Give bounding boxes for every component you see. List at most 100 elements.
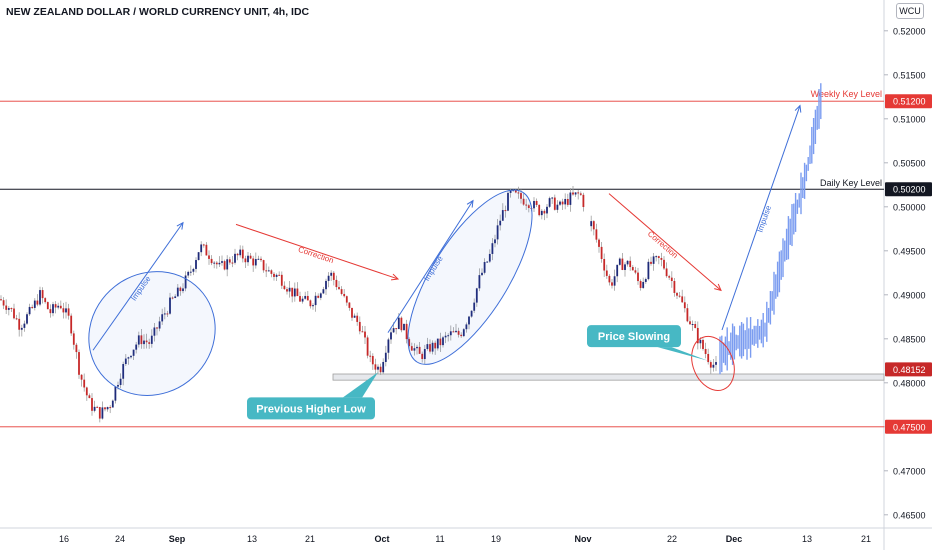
scale-badge[interactable]: WCU <box>896 3 924 19</box>
candle-down <box>291 287 294 297</box>
candle-up <box>403 323 405 331</box>
candle-down <box>78 352 80 375</box>
candle-down <box>72 333 75 345</box>
candle-up <box>377 366 379 370</box>
candle-down <box>205 244 208 256</box>
candle-down <box>244 258 247 263</box>
candle-down <box>676 292 678 296</box>
candle-up <box>150 335 153 344</box>
candle-down <box>595 229 598 240</box>
candle-down <box>286 289 288 292</box>
candle-up <box>712 364 715 368</box>
price-tick-label: 0.48000 <box>893 378 926 388</box>
candle-up <box>325 280 327 290</box>
candle-up <box>182 288 184 292</box>
candle-down <box>418 346 421 354</box>
candle-down <box>543 210 546 214</box>
impulse-arrow <box>92 222 184 351</box>
candle-down <box>527 205 530 208</box>
time-tick-label: 11 <box>435 534 444 544</box>
candle-down <box>356 315 359 322</box>
candle-up <box>447 335 450 337</box>
candle-up <box>119 378 122 385</box>
candle-down <box>634 270 637 273</box>
candle-up <box>496 225 499 240</box>
candle-down <box>36 300 39 305</box>
candle-down <box>15 318 18 320</box>
candle-up <box>33 300 36 308</box>
candle-down <box>166 313 169 315</box>
candle-down <box>156 327 158 329</box>
candle-down <box>41 290 44 299</box>
candle-up <box>353 315 356 318</box>
candle-up <box>267 270 270 272</box>
callout-text: Price Slowing <box>598 331 670 343</box>
price-tick-label: 0.49000 <box>893 290 926 300</box>
candle-up <box>397 317 400 330</box>
candle-down <box>44 298 47 303</box>
candle-up <box>304 295 307 299</box>
candle-up <box>330 272 333 276</box>
candle-up <box>124 358 127 365</box>
candle-down <box>637 272 639 282</box>
candle-down <box>85 387 88 396</box>
candle-down <box>270 270 273 274</box>
candle-down <box>439 338 442 346</box>
time-tick-label: 21 <box>861 534 871 544</box>
price-tick-label: 0.46500 <box>893 510 926 520</box>
candle-up <box>130 355 132 358</box>
candle-up <box>473 302 476 311</box>
candle-up <box>647 261 650 280</box>
candle-up <box>444 335 447 338</box>
price-level-badge <box>885 94 932 109</box>
candle-down <box>429 344 431 352</box>
candle-down <box>278 274 281 276</box>
candle-down <box>210 258 213 264</box>
candle-up <box>442 337 444 346</box>
price-tick-label: 0.51000 <box>893 114 926 124</box>
candle-up <box>416 346 418 349</box>
candle-up <box>117 384 119 387</box>
candle-up <box>213 262 216 264</box>
candle-up <box>234 253 236 263</box>
candle-up <box>491 243 494 254</box>
candle-up <box>247 255 249 263</box>
candle-up <box>275 274 278 277</box>
candle-down <box>252 258 255 266</box>
candle-down <box>683 302 686 309</box>
candle-up <box>163 313 166 315</box>
candle-up <box>392 328 395 333</box>
callout-box <box>587 325 681 348</box>
candle-down <box>696 327 699 344</box>
candle-down <box>605 270 608 276</box>
candle-up <box>509 190 512 193</box>
candle-up <box>494 239 496 244</box>
candle-down <box>91 398 93 411</box>
candle-up <box>488 253 491 262</box>
candle-down <box>364 331 366 338</box>
candle-down <box>46 302 49 310</box>
candle-down <box>18 318 21 330</box>
time-tick-label: Dec <box>726 534 743 544</box>
candle-down <box>520 193 522 199</box>
candle-down <box>514 189 517 193</box>
price-tick-label: 0.47000 <box>893 466 926 476</box>
candle-down <box>70 315 73 334</box>
correction-arrow-head <box>714 283 722 292</box>
candle-up <box>699 339 702 344</box>
candle-down <box>525 204 528 206</box>
time-tick-label: Nov <box>574 534 591 544</box>
candle-down <box>228 259 231 263</box>
candle-up <box>132 349 135 356</box>
candle-down <box>361 331 364 333</box>
candle-up <box>540 210 543 216</box>
candle-down <box>405 323 408 340</box>
candle-up <box>288 287 291 292</box>
impulse-arrow <box>387 200 474 333</box>
price-tick-label: 0.48500 <box>893 334 926 344</box>
time-tick-label: 22 <box>667 534 677 544</box>
candle-down <box>421 353 424 360</box>
candle-up <box>423 348 426 360</box>
